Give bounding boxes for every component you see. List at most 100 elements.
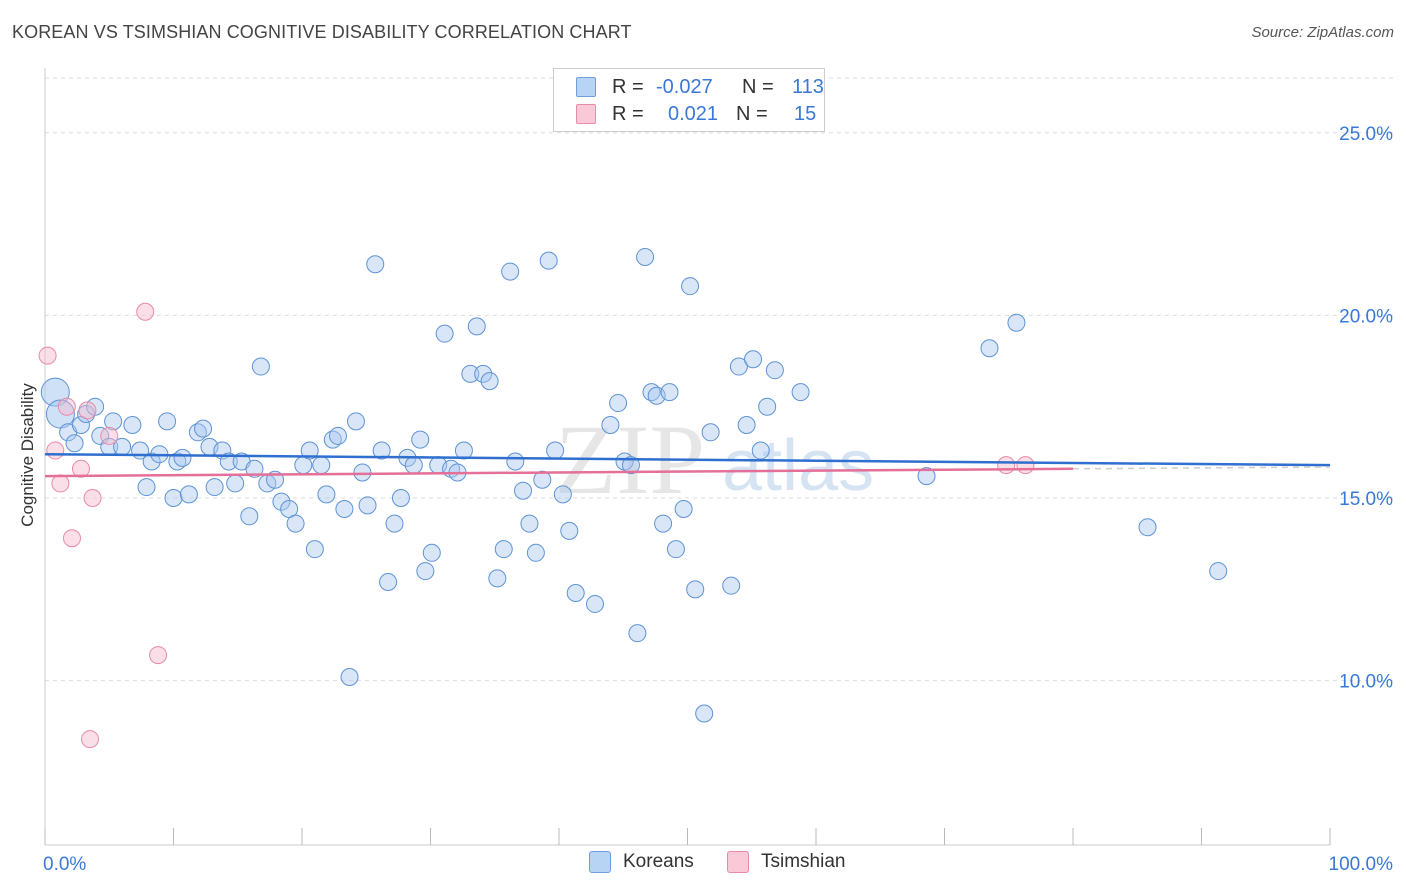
korean-point [435,324,454,343]
watermark-atlas: atlas [722,426,874,506]
y-tick-label: 10.0% [1339,672,1393,693]
legend-n-label: N = [742,75,774,98]
korean-point [674,499,693,518]
korean-point [533,470,552,489]
korean-point [695,704,714,723]
korean-point [917,467,936,486]
korean-point [404,456,423,475]
korean-point [765,361,784,380]
korean-point [474,364,493,383]
tsimshian-point [83,489,102,508]
x-tick-label: 100.0% [1329,854,1394,875]
series-legend: Koreans Tsimshian [0,851,1406,877]
legend-item-tsimshian[interactable]: Tsimshian [727,851,845,873]
korean-point [686,580,705,599]
korean-point [158,412,177,431]
korean-point [416,562,435,581]
korean-point [205,478,224,497]
korean-point [609,394,628,413]
korean-point [286,514,305,533]
legend-label-tsimshian: Tsimshian [761,851,846,872]
korean-points [40,247,1228,723]
legend-item-koreans[interactable]: Koreans [589,851,694,873]
korean-point [137,478,156,497]
korean-point [317,485,336,504]
korean-point [546,441,565,460]
korean-point [494,540,513,559]
korean-point [272,492,291,511]
legend-row-tsimshian: R = 0.021 N = 15 [576,101,816,127]
korean-point [506,452,525,471]
korean-point [168,452,187,471]
x-tick-label: 0.0% [43,854,86,875]
legend-label-koreans: Koreans [623,851,694,872]
tsimshian-point [80,730,99,749]
korean-point [1138,518,1157,537]
y-tick-label: 15.0% [1339,489,1393,510]
korean-point [65,434,84,453]
korean-point [323,430,342,449]
tsimshian-trend-line [44,467,1074,478]
legend-swatch-tsimshian [727,851,749,873]
korean-point [488,569,507,588]
korean-point [980,339,999,358]
korean-point [164,489,183,508]
korean-point [379,573,398,592]
legend-r-value: 0.021 [668,102,719,125]
tsimshian-point [62,529,81,548]
korean-point [328,426,347,445]
tsimshian-point [136,302,155,321]
tsimshian-point [38,346,57,365]
korean-point [654,514,673,533]
korean-point [422,543,441,562]
korean-point [628,624,647,643]
tsimshian-point [51,474,70,493]
korean-point [312,456,331,475]
korean-point [758,397,777,416]
legend-swatch-koreans [576,77,596,97]
korean-point [526,543,545,562]
legend-n-value: 15 [794,102,817,125]
legend-r-value: -0.027 [656,75,713,98]
legend-r-label: R = [612,75,644,98]
korean-point [179,485,198,504]
tsimshian-point [997,456,1016,475]
trend-lines [44,452,1331,478]
korean-point [701,423,720,442]
source-label: Source: ZipAtlas.com [1251,24,1394,41]
korean-point [566,583,585,602]
korean-point [385,514,404,533]
legend-n-label: N = [736,102,768,125]
korean-point [454,441,473,460]
korean-point [104,412,123,431]
correlation-legend: R = -0.027 N = 113 R = 0.021 N = 15 [553,68,825,132]
korean-trend-line [44,452,1331,467]
korean-point [1209,562,1228,581]
korean-point [188,423,207,442]
legend-swatch-tsimshian [576,104,596,124]
korean-point [722,576,741,595]
korean-point [226,474,245,493]
korean-point [353,463,372,482]
y-axis-label: Cognitive Disability [18,383,37,527]
korean-point [729,357,748,376]
korean-point [372,441,391,460]
korean-point [1007,313,1026,332]
korean-point [666,540,685,559]
korean-point [636,247,655,266]
legend-r-label: R = [612,102,644,125]
korean-point [251,357,270,376]
korean-point [305,540,324,559]
legend-row-koreans: R = -0.027 N = 113 [576,74,824,100]
korean-point [501,262,520,281]
korean-point [346,412,365,431]
korean-point [601,415,620,434]
korean-point [560,521,579,540]
korean-point [791,383,810,402]
korean-point [585,594,604,613]
y-tick-label: 20.0% [1339,306,1393,327]
korean-point [660,383,679,402]
korean-point [411,430,430,449]
korean-point [194,419,213,438]
